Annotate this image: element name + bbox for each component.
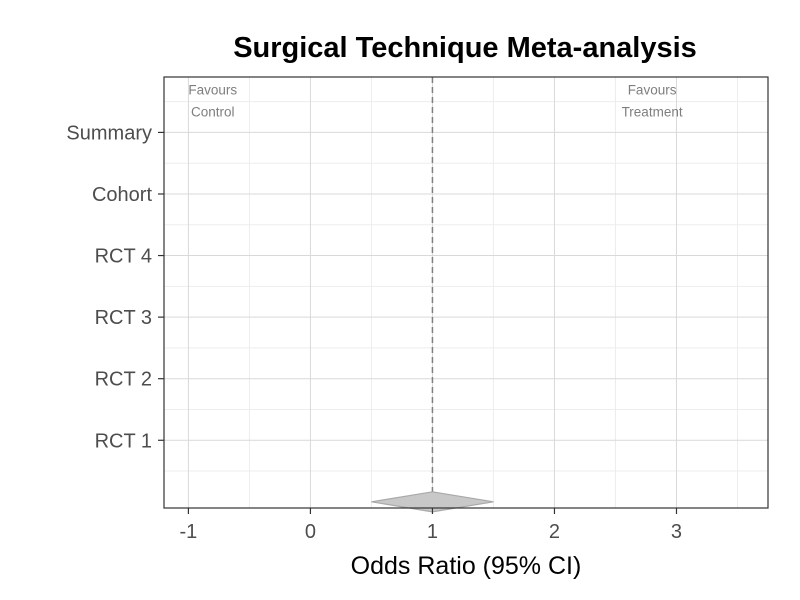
annotation-favours-treatment: Favours Treatment (622, 83, 683, 120)
y-tick-label: Summary (66, 122, 152, 144)
y-tick-label: Cohort (92, 184, 152, 206)
x-tick-label: 2 (549, 521, 560, 543)
major-gridlines (164, 77, 768, 508)
y-tick-label: RCT 2 (95, 369, 152, 391)
y-tick-label: RCT 3 (95, 307, 152, 329)
chart-title: Surgical Technique Meta-analysis (233, 32, 697, 64)
y-tick-label: RCT 4 (95, 246, 152, 268)
panel-background (164, 77, 768, 508)
minor-gridlines (164, 77, 768, 508)
x-tick-label: 0 (305, 521, 316, 543)
annotations: Favours Control Favours Treatment (188, 83, 682, 120)
x-axis: -1 0 1 2 3 (180, 508, 682, 543)
x-tick-label: 1 (427, 521, 438, 543)
x-axis-label: Odds Ratio (95% CI) (351, 552, 582, 580)
x-tick-label: -1 (180, 521, 198, 543)
y-tick-label: RCT 1 (95, 430, 152, 452)
annotation-favours-control: Favours Control (188, 83, 237, 120)
y-axis: RCT 1 RCT 2 RCT 3 RCT 4 Cohort Summary (66, 122, 164, 452)
panel-border (163, 76, 769, 509)
x-tick-label: 3 (671, 521, 682, 543)
